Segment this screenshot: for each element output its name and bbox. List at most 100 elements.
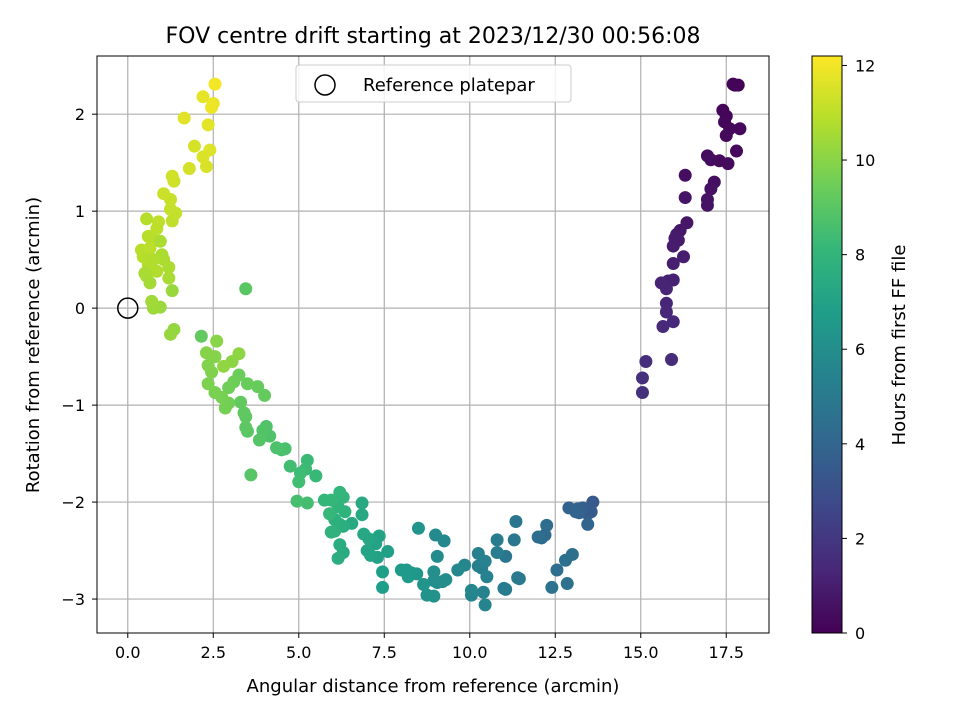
scatter-point (509, 514, 523, 528)
scatter-point (239, 282, 253, 296)
scatter-point (430, 549, 444, 563)
colorbar-tick-label: 4 (855, 435, 865, 454)
scatter-point (222, 381, 236, 395)
x-tick-label: 2.5 (201, 643, 226, 662)
scatter-point (331, 551, 345, 565)
scatter-point (427, 574, 441, 588)
scatter-point (666, 273, 680, 287)
scatter-point (639, 354, 653, 368)
colorbar-gradient (811, 55, 843, 634)
scatter-point (635, 371, 649, 385)
scatter-point (666, 315, 680, 329)
scatter-point (372, 529, 386, 543)
scatter-point (210, 334, 224, 348)
scatter-point (666, 257, 680, 271)
scatter-point (141, 229, 155, 243)
scatter-point (678, 168, 692, 182)
y-tick-label: −1 (61, 396, 85, 415)
legend: Reference platepar (295, 64, 572, 103)
scatter-point (360, 544, 374, 558)
scatter-point (581, 517, 595, 531)
grid-lines (97, 56, 769, 633)
scatter-point (429, 528, 443, 542)
scatter-point (376, 580, 390, 594)
chart-title: FOV centre drift starting at 2023/12/30 … (166, 24, 701, 49)
scatter-point (205, 100, 219, 114)
colorbar-label: Hours from first FF file (889, 245, 910, 446)
scatter-point (244, 468, 258, 482)
scatter-point (559, 553, 573, 567)
scatter-point (531, 530, 545, 544)
scatter-point (586, 495, 600, 509)
colorbar-tick-label: 0 (855, 624, 865, 643)
scatter-point (480, 570, 494, 584)
plot-area-frame (96, 55, 770, 634)
scatter-point (394, 563, 408, 577)
scatter-point (201, 358, 215, 372)
scatter-point (478, 598, 492, 612)
y-tick-label: 2 (75, 105, 85, 124)
scatter-point (451, 563, 465, 577)
scatter-point (177, 111, 191, 125)
scatter-point (162, 271, 176, 285)
x-tick-label: 12.5 (537, 643, 573, 662)
scatter-point (187, 139, 201, 153)
scatter-point (251, 380, 265, 394)
scatter-point (733, 122, 747, 136)
scatter-point (355, 496, 369, 510)
scatter-point (700, 198, 714, 212)
scatter-point (411, 521, 425, 535)
scatter-point (165, 169, 179, 183)
scatter-point (208, 386, 222, 400)
scatter-point (355, 508, 369, 522)
scatter-point (283, 459, 297, 473)
scatter-point (704, 182, 718, 196)
scatter-point (292, 475, 306, 489)
scatter-point (164, 327, 178, 341)
reference-platepar-marker (117, 297, 139, 319)
scatter-point (560, 577, 574, 591)
scatter-point (635, 386, 649, 400)
x-tick-label: 15.0 (623, 643, 659, 662)
colorbar-tick-label: 10 (855, 151, 875, 170)
scatter-point (333, 538, 347, 552)
y-axis-ticks: −3 −2 −1 0 1 2 (61, 105, 97, 609)
scatter-point (550, 563, 564, 577)
scatter-point (659, 305, 673, 319)
legend-marker-icon (314, 74, 336, 96)
scatter-point (201, 377, 215, 391)
scatter-point (721, 157, 735, 171)
legend-label: Reference platepar (363, 75, 535, 96)
scatter-point (540, 518, 554, 532)
scatter-point (146, 253, 160, 267)
scatter-point (152, 215, 166, 229)
y-tick-label: −2 (61, 493, 85, 512)
scatter-point (569, 505, 583, 519)
scatter-point (239, 420, 253, 434)
scatter-point (678, 191, 692, 205)
scatter-point (232, 347, 246, 361)
scatter-point (199, 346, 213, 360)
scatter-point (182, 161, 196, 175)
scatter-point (464, 583, 478, 597)
scatter-point (704, 153, 718, 167)
colorbar: 0 2 4 6 8 10 12 Hours from first FF file (811, 55, 910, 643)
scatter-point (203, 143, 217, 157)
x-tick-label: 10.0 (452, 643, 488, 662)
scatter-point (659, 282, 673, 296)
scatter-point (376, 565, 390, 579)
scatter-point (145, 294, 159, 308)
y-tick-label: 0 (75, 299, 85, 318)
scatter-point (317, 493, 331, 507)
x-tick-label: 7.5 (372, 643, 397, 662)
scatter-point (719, 129, 733, 143)
x-axis-label: Angular distance from reference (arcmin) (247, 676, 620, 697)
scatter-point (476, 585, 490, 599)
scatter-point (730, 144, 744, 158)
x-tick-label: 17.5 (708, 643, 744, 662)
scatter-point (201, 118, 215, 132)
scatter-point (153, 234, 167, 248)
scatter-point (252, 433, 266, 447)
